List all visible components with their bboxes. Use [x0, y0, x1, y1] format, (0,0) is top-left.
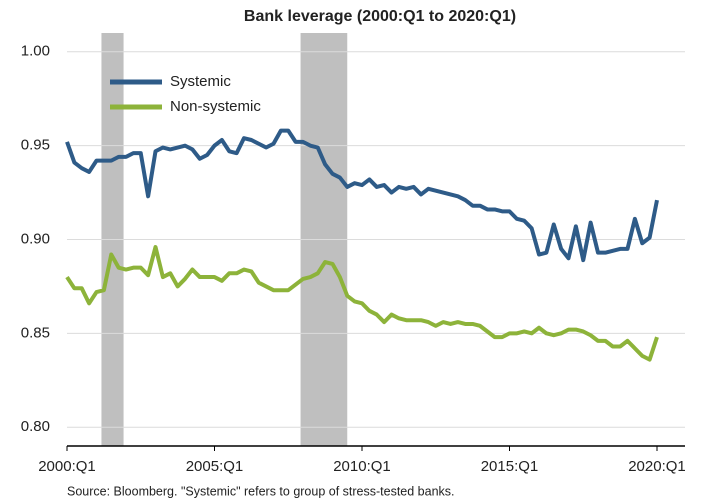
series-line	[65, 128, 659, 263]
legend-label: Non-systemic	[170, 98, 261, 115]
legend-label: Systemic	[170, 73, 231, 90]
chart-title: Bank leverage (2000:Q1 to 2020:Q1)	[244, 8, 516, 25]
y-tick-label: 0.80	[21, 418, 50, 435]
y-tick-label: 0.85	[21, 324, 50, 341]
x-tick-label: 2010:Q1	[333, 458, 391, 475]
source-note: Source: Bloomberg. "Systemic" refers to …	[67, 484, 455, 498]
y-tick-label: 0.95	[21, 137, 50, 154]
y-tick-label: 1.00	[21, 43, 50, 60]
x-tick-label: 2005:Q1	[186, 458, 244, 475]
x-tick-label: 2000:Q1	[38, 458, 96, 475]
x-tick-label: 2015:Q1	[481, 458, 539, 475]
y-tick-label: 0.90	[21, 230, 50, 247]
series-line	[65, 245, 659, 362]
x-tick-label: 2020:Q1	[628, 458, 686, 475]
